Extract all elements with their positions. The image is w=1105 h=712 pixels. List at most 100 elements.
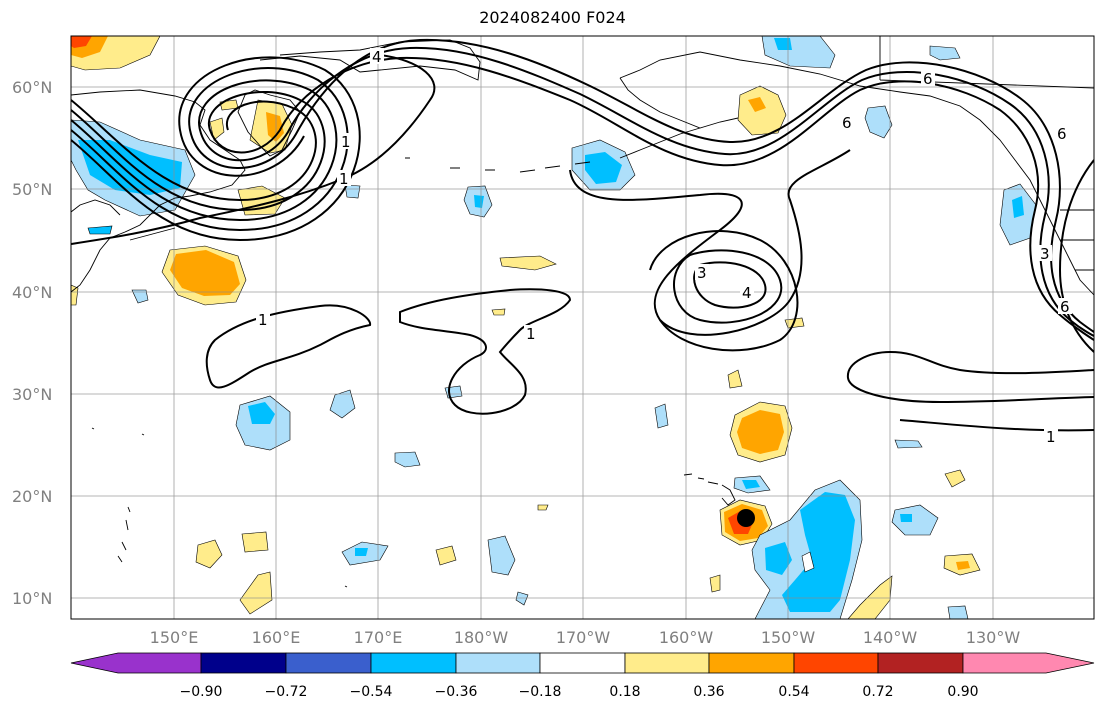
contour-label: 3 — [697, 264, 707, 282]
shade-negative — [78, 140, 182, 195]
contour-band — [71, 56, 1094, 341]
shade-positive — [847, 575, 893, 619]
coast-canada-border — [993, 36, 1094, 271]
coast-alaska — [619, 51, 1094, 296]
colorbar-label: 0.18 — [609, 684, 640, 700]
shade-positive — [71, 284, 79, 306]
shade-positive — [71, 36, 92, 48]
shade-negative — [248, 402, 275, 424]
colorbar-segment — [708, 652, 795, 674]
shade-positive — [491, 308, 506, 316]
shade-negative — [765, 542, 792, 575]
shade-positive — [499, 255, 557, 271]
colorbar-segment — [70, 652, 202, 674]
shade-positive — [737, 85, 787, 136]
coast-hawaii — [683, 473, 736, 506]
contour-label: 1 — [341, 133, 351, 151]
lon-label: 130°W — [966, 628, 1021, 647]
shade-negative — [742, 480, 760, 489]
shade-negative — [894, 439, 923, 449]
shade-negative — [929, 45, 961, 61]
shade-negative — [947, 605, 969, 619]
plot-title: 2024082400 F024 — [479, 8, 626, 27]
contour-band — [71, 46, 1094, 337]
shade-negative — [654, 403, 669, 429]
shade-positive — [241, 531, 269, 553]
coastlines — [71, 36, 1094, 588]
colorbar-label: 0.54 — [778, 684, 809, 700]
coast-asia — [71, 89, 246, 293]
shade-negative — [394, 451, 421, 468]
shade-positive — [170, 250, 240, 296]
colorbar-segment — [200, 652, 287, 674]
shade-negative — [487, 535, 516, 576]
contour-label: 6 — [842, 114, 852, 132]
contour-band — [71, 99, 317, 202]
coast-aleutians — [405, 127, 701, 173]
lon-label: 170°W — [556, 628, 611, 647]
contour-label: 6 — [1057, 125, 1067, 143]
coast-siberia — [259, 39, 481, 81]
lon-label: 160°E — [252, 628, 301, 647]
lon-label: 150°E — [150, 628, 199, 647]
shade-positive — [195, 539, 223, 569]
colorbar-label: 0.36 — [693, 684, 724, 700]
shade-negative — [344, 184, 361, 199]
lat-label: 60°N — [12, 78, 52, 97]
colorbar-segment — [285, 652, 372, 674]
contour-4-low — [673, 249, 783, 324]
map-frame — [70, 35, 1095, 620]
shade-negative — [801, 551, 815, 573]
contour-label: 4 — [742, 284, 752, 302]
lat-axis: 60°N 50°N 40°N 30°N 20°N 10°N — [12, 78, 52, 608]
shade-positive — [944, 469, 966, 488]
colorbar-label: −0.90 — [180, 684, 223, 700]
lon-label: 150°W — [761, 628, 816, 647]
shade-negative — [131, 289, 149, 304]
lon-label: 170°E — [354, 628, 403, 647]
map-panel: 4 1 1 6 6 6 3 4 1 1 1 3 6 — [71, 36, 1094, 619]
colorbar-segment — [624, 652, 710, 674]
coast-islands — [91, 427, 348, 588]
lon-label: 180°W — [454, 628, 509, 647]
lon-axis: 150°E 160°E 170°E 180°W 170°W 160°W 150°… — [150, 628, 1021, 647]
shade-positive — [239, 571, 273, 615]
contour-label: 1 — [526, 325, 536, 343]
lat-label: 10°N — [12, 589, 52, 608]
shade-positive — [709, 574, 721, 593]
lon-label: 160°W — [659, 628, 714, 647]
shade-negative — [515, 591, 529, 606]
colorbar-label: −0.72 — [265, 684, 308, 700]
shade-positive — [537, 504, 549, 511]
shade-positive — [727, 369, 743, 389]
shade-negative — [774, 38, 792, 50]
shade-positive — [435, 545, 457, 566]
contour-label: 3 — [1040, 245, 1050, 263]
contour-1-south-a — [205, 304, 372, 389]
colorbar-segment — [962, 652, 1095, 674]
colorbar-label: −0.18 — [519, 684, 562, 700]
lat-label: 30°N — [12, 385, 52, 404]
colorbar-ticks: −0.90 −0.72 −0.54 −0.36 −0.18 0.18 0.36 … — [180, 684, 979, 700]
colorbar-segment — [455, 652, 541, 674]
shade-positive — [737, 410, 784, 454]
shade-positive — [748, 97, 766, 112]
contour-label: 6 — [1060, 298, 1070, 316]
contour-3-low — [569, 149, 851, 336]
contour-loop — [649, 230, 799, 352]
shade-negative — [900, 514, 912, 522]
lat-label: 50°N — [12, 180, 52, 199]
contour-band — [71, 56, 361, 242]
contour-3b-low — [693, 261, 767, 309]
shade-negative — [585, 152, 622, 184]
contour-label: 1 — [258, 311, 268, 329]
shade-negative — [444, 385, 463, 399]
contour-1-east — [846, 350, 1094, 404]
colorbar-label: −0.54 — [350, 684, 393, 700]
contour-label: 1 — [1046, 428, 1056, 446]
colorbar-label: 0.90 — [947, 684, 978, 700]
colorbar-segment — [539, 652, 626, 674]
shade-negative — [329, 389, 356, 419]
lat-label: 20°N — [12, 487, 52, 506]
